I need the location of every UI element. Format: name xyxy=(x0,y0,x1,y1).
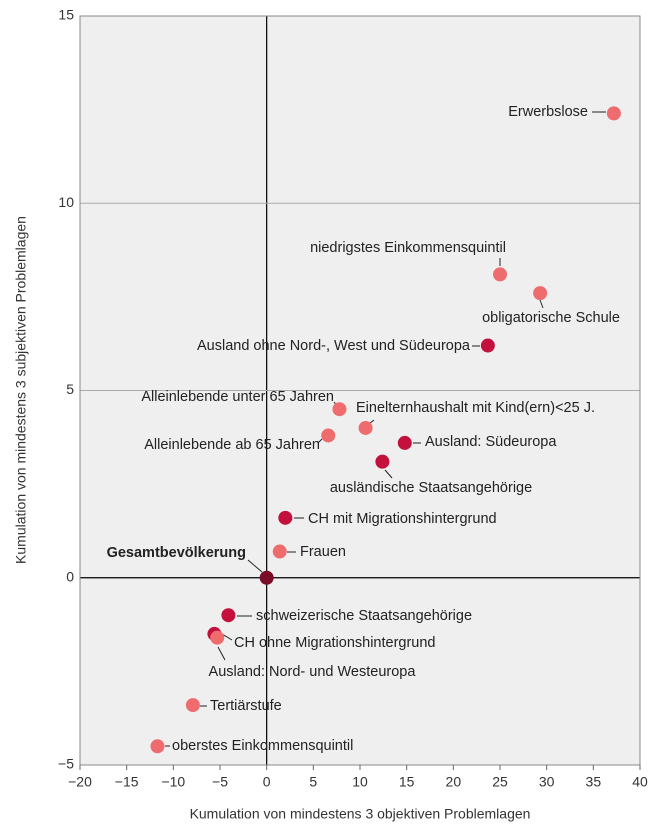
y-tick-label: 10 xyxy=(58,194,74,210)
point-label: obligatorische Schule xyxy=(482,310,620,326)
point-label: oberstes Einkommensquintil xyxy=(172,738,353,754)
leader-line xyxy=(247,559,263,573)
point xyxy=(493,267,507,282)
x-tick-label: 10 xyxy=(352,774,368,790)
point xyxy=(210,630,225,645)
point xyxy=(332,402,347,417)
leader-line xyxy=(217,646,226,661)
leader-line xyxy=(539,299,544,309)
point xyxy=(480,338,495,353)
point xyxy=(272,544,287,559)
y-tick-label: 0 xyxy=(66,568,74,584)
point-label: Gesamtbevölkerung xyxy=(107,545,246,561)
point-label: Tertiärstufe xyxy=(210,698,282,714)
point-label: ausländische Staatsangehörige xyxy=(330,480,532,496)
x-tick-label: 30 xyxy=(539,774,555,790)
y-axis-title: Kumulation von mindestens 3 subjektiven … xyxy=(13,216,29,564)
point xyxy=(259,570,274,585)
x-tick-label: 5 xyxy=(309,774,317,790)
x-tick-label: 20 xyxy=(446,774,462,790)
point xyxy=(221,608,236,623)
y-tick-label: −5 xyxy=(58,756,74,772)
point-label: niedrigstes Einkommensquintil xyxy=(310,240,506,256)
point-label: Einelternhaushalt mit Kind(ern)<25 J. xyxy=(356,400,595,416)
x-tick-label: 15 xyxy=(399,774,415,790)
x-tick-label: 35 xyxy=(586,774,602,790)
x-tick-label: −15 xyxy=(115,774,139,790)
x-axis-title: Kumulation von mindestens 3 objektiven P… xyxy=(190,806,531,822)
point xyxy=(606,106,621,121)
point-label: Ausland ohne Nord-, West und Südeuropa xyxy=(197,338,471,354)
point-label: Ausland: Südeuropa xyxy=(425,434,557,450)
point xyxy=(185,698,200,713)
x-tick-label: 25 xyxy=(492,774,508,790)
point xyxy=(397,435,412,450)
point xyxy=(150,739,165,754)
point xyxy=(358,420,373,435)
point-label: Ausland: Nord- und Westeuropa xyxy=(209,664,417,680)
point-label: Frauen xyxy=(300,544,346,560)
point-label: CH mit Migrationshintergrund xyxy=(308,511,497,527)
point-label: Alleinlebende unter 65 Jahren xyxy=(141,389,334,405)
x-tick-label: −20 xyxy=(68,774,92,790)
point-label: CH ohne Migrationshintergrund xyxy=(234,635,436,651)
leader-line xyxy=(384,469,393,479)
point-label: Alleinlebende ab 65 Jahren xyxy=(144,437,320,453)
point xyxy=(375,454,390,469)
y-tick-label: 5 xyxy=(66,381,74,397)
point xyxy=(321,428,336,443)
y-tick-label: 15 xyxy=(58,7,74,23)
point xyxy=(533,286,548,301)
point-label: schweizerische Staatsangehörige xyxy=(256,608,472,624)
point xyxy=(278,510,293,525)
x-tick-label: 40 xyxy=(632,774,648,790)
leader-line xyxy=(317,438,323,444)
x-tick-label: 0 xyxy=(263,774,271,790)
x-tick-label: −5 xyxy=(212,774,228,790)
x-tick-label: −10 xyxy=(161,774,185,790)
point-label: Erwerbslose xyxy=(508,104,588,120)
